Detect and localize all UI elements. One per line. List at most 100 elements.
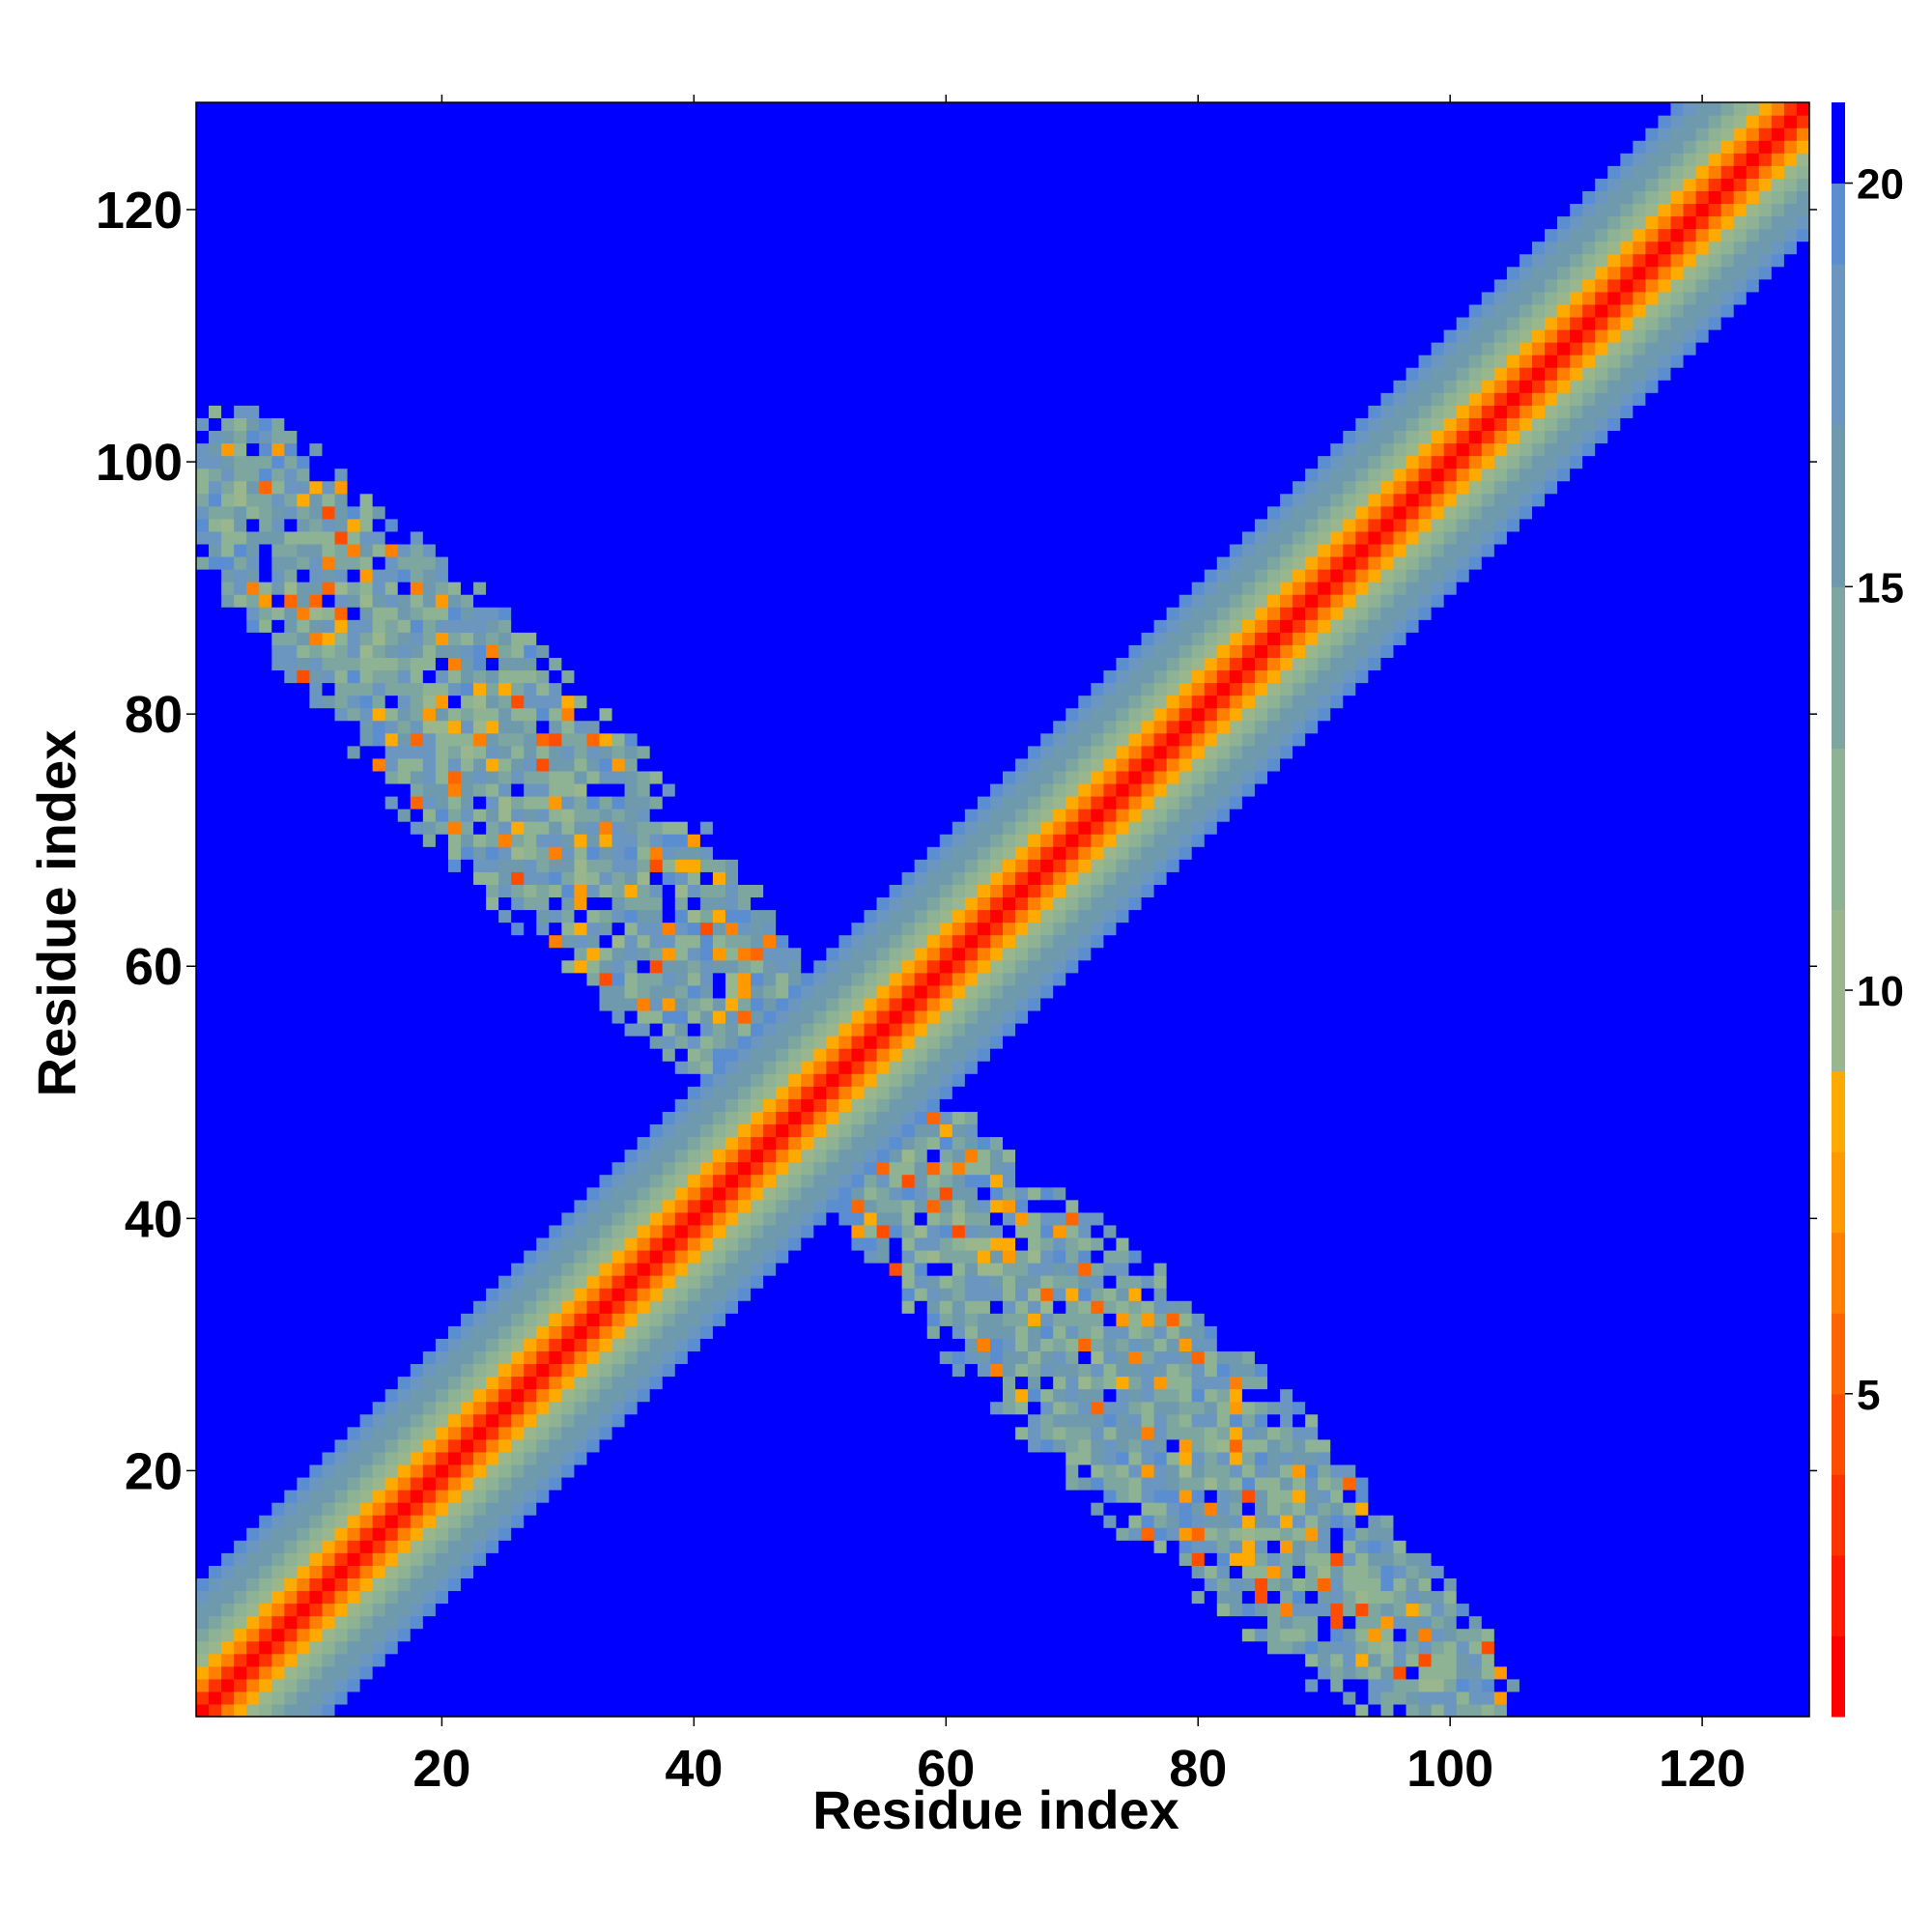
heatmap-cell xyxy=(259,405,272,418)
heatmap-cell xyxy=(410,480,424,495)
heatmap-cell xyxy=(498,1136,512,1151)
heatmap-cell xyxy=(221,303,235,318)
heatmap-cell xyxy=(561,922,576,936)
heatmap-cell xyxy=(637,1653,651,1667)
heatmap-cell xyxy=(309,367,324,381)
heatmap-cell xyxy=(196,241,210,255)
heatmap-cell xyxy=(586,1022,601,1037)
heatmap-cell xyxy=(649,316,664,330)
heatmap-cell xyxy=(611,1653,626,1667)
heatmap-cell xyxy=(209,1275,222,1289)
heatmap-cell xyxy=(511,909,525,923)
heatmap-cell xyxy=(624,796,639,810)
heatmap-cell xyxy=(259,1426,272,1440)
heatmap-cell xyxy=(524,203,537,217)
heatmap-cell xyxy=(536,669,550,684)
heatmap-cell xyxy=(662,644,676,658)
heatmap-cell xyxy=(561,644,576,658)
heatmap-cell xyxy=(511,316,525,330)
heatmap-cell xyxy=(511,1690,525,1705)
heatmap-cell xyxy=(447,190,462,205)
heatmap-cell xyxy=(637,266,651,280)
heatmap-cell xyxy=(586,1603,601,1617)
heatmap-cell xyxy=(486,1186,499,1201)
heatmap-cell xyxy=(662,909,676,923)
heatmap-cell xyxy=(498,1111,512,1125)
heatmap-cell xyxy=(486,480,499,495)
heatmap-cell xyxy=(259,1628,272,1642)
heatmap-cell xyxy=(599,947,613,961)
heatmap-cell xyxy=(561,1628,576,1642)
heatmap-cell xyxy=(347,392,361,406)
heatmap-cell xyxy=(447,1161,462,1176)
heatmap-cell xyxy=(372,632,386,645)
heatmap-cell xyxy=(309,253,324,268)
heatmap-cell xyxy=(486,1061,499,1074)
heatmap-cell xyxy=(410,1577,424,1592)
heatmap-cell xyxy=(372,959,386,974)
heatmap-cell xyxy=(334,695,349,709)
heatmap-cell xyxy=(322,657,336,671)
heatmap-cell xyxy=(297,922,311,936)
heatmap-cell xyxy=(674,569,689,582)
heatmap-cell xyxy=(536,367,550,381)
heatmap-cell xyxy=(397,303,412,318)
heatmap-cell xyxy=(359,834,374,847)
heatmap-cell xyxy=(611,1288,626,1301)
heatmap-cell xyxy=(196,770,210,784)
heatmap-cell xyxy=(384,947,399,961)
heatmap-cell xyxy=(561,909,576,923)
heatmap-cell xyxy=(259,430,272,444)
heatmap-cell xyxy=(460,682,474,696)
heatmap-cell xyxy=(397,821,412,835)
heatmap-cell xyxy=(359,178,374,191)
heatmap-cell xyxy=(586,1224,601,1238)
heatmap-cell xyxy=(435,228,449,242)
heatmap-cell xyxy=(460,291,474,305)
heatmap-cell xyxy=(473,1263,487,1276)
heatmap-cell xyxy=(473,342,487,355)
heatmap-cell xyxy=(624,959,639,974)
heatmap-cell xyxy=(322,165,336,179)
heatmap-cell xyxy=(309,455,324,469)
heatmap-cell xyxy=(410,1111,424,1125)
heatmap-cell xyxy=(586,367,601,381)
heatmap-cell xyxy=(498,1211,512,1226)
heatmap-cell xyxy=(384,355,399,368)
heatmap-cell xyxy=(322,1640,336,1655)
heatmap-cell xyxy=(209,153,222,166)
heatmap-cell xyxy=(221,1048,235,1062)
heatmap-cell xyxy=(498,1502,512,1516)
heatmap-cell xyxy=(322,518,336,532)
heatmap-cell xyxy=(297,1325,311,1339)
heatmap-cell xyxy=(384,984,399,999)
heatmap-cell xyxy=(611,1098,626,1112)
heatmap-cell xyxy=(422,972,437,986)
heatmap-cell xyxy=(524,1263,537,1276)
heatmap-cell xyxy=(662,1590,676,1605)
heatmap-cell xyxy=(599,707,613,722)
heatmap-cell xyxy=(511,1048,525,1062)
heatmap-cell xyxy=(397,1665,412,1680)
heatmap-cell xyxy=(397,720,412,734)
heatmap-cell xyxy=(221,455,235,469)
heatmap-cell xyxy=(422,355,437,368)
heatmap-cell xyxy=(599,1149,613,1163)
heatmap-cell xyxy=(196,1263,210,1276)
heatmap-cell xyxy=(524,984,537,999)
heatmap-cell xyxy=(435,1426,449,1440)
heatmap-cell xyxy=(624,1502,639,1516)
heatmap-cell xyxy=(322,215,336,230)
heatmap-cell xyxy=(234,1363,247,1378)
heatmap-cell xyxy=(234,165,247,179)
heatmap-cell xyxy=(435,1615,449,1630)
heatmap-cell xyxy=(549,1665,562,1680)
heatmap-cell xyxy=(209,1703,222,1718)
heatmap-cell xyxy=(246,1061,260,1074)
heatmap-cell xyxy=(662,417,676,432)
heatmap-cell xyxy=(234,1665,247,1680)
heatmap-cell xyxy=(196,1490,210,1503)
heatmap-cell xyxy=(372,392,386,406)
heatmap-cell xyxy=(297,316,311,330)
heatmap-cell xyxy=(359,1149,374,1163)
